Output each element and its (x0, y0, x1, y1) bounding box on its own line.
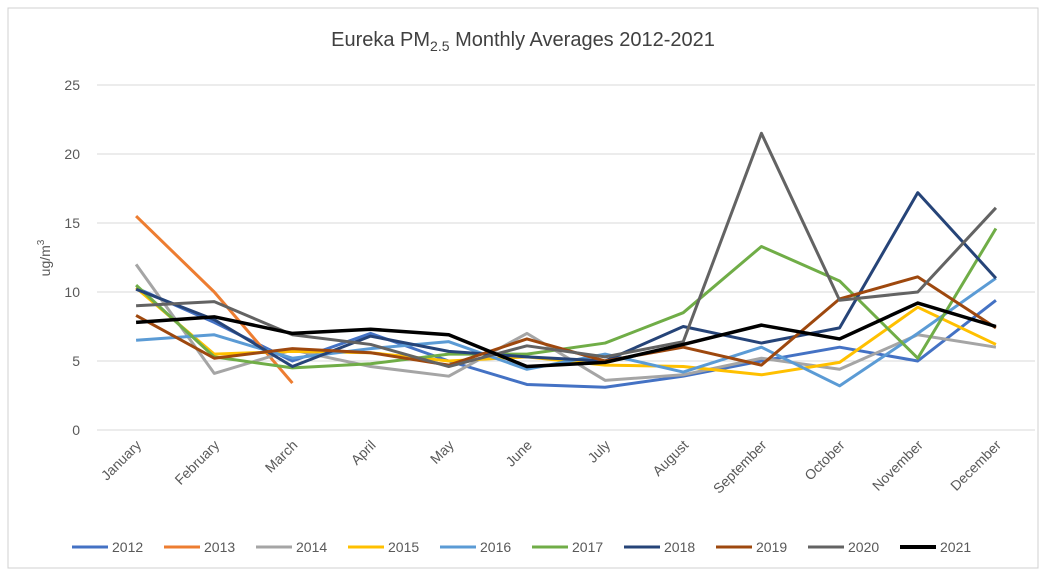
legend-label: 2015 (388, 539, 419, 555)
legend-label: 2012 (112, 539, 143, 555)
data-line (135, 301, 997, 369)
y-tick-label: 25 (64, 77, 80, 93)
y-label-part: ug/m (37, 245, 53, 276)
y-tick-label: 0 (72, 422, 80, 438)
legend-label: 2016 (480, 539, 511, 555)
y-label-part: 3 (36, 239, 47, 245)
legend-label: 2013 (204, 539, 235, 555)
title-part: 2.5 (430, 38, 450, 54)
title-part: Eureka PM (331, 29, 430, 51)
chart-border (7, 7, 1039, 569)
chart-title: Eureka PM2.5 Monthly Averages 2012-2021 (331, 29, 715, 54)
data-line (135, 276, 997, 388)
legend-label: 2020 (848, 539, 879, 555)
y-tick-label: 15 (64, 215, 80, 231)
y-tick-label: 10 (64, 284, 80, 300)
legend-label: 2021 (940, 539, 971, 555)
data-line (135, 191, 998, 369)
legend-label: 2019 (756, 539, 787, 555)
y-tick-label: 20 (64, 146, 80, 162)
title-part: Monthly Averages 2012-2021 (450, 29, 715, 51)
legend-label: 2014 (296, 539, 327, 555)
y-axis-label: ug/m3 (36, 239, 53, 276)
legend-label: 2017 (572, 539, 603, 555)
y-tick-label: 5 (72, 353, 80, 369)
legend-label: 2018 (664, 539, 695, 555)
